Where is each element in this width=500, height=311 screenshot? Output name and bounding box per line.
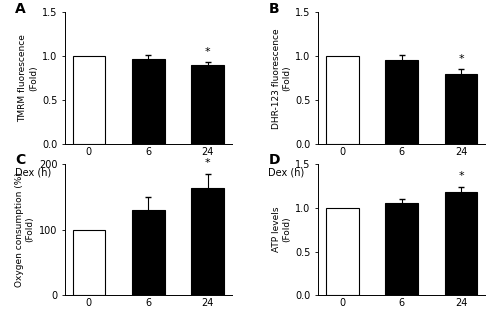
Bar: [444, 74, 478, 144]
Bar: [386, 60, 418, 144]
Text: *: *: [205, 47, 210, 57]
Bar: [72, 230, 106, 295]
Text: D: D: [268, 153, 280, 167]
Y-axis label: ATP levels
(Fold): ATP levels (Fold): [272, 207, 291, 253]
Bar: [192, 188, 224, 295]
Text: *: *: [458, 54, 464, 64]
Text: B: B: [268, 2, 279, 16]
Y-axis label: TMRM fluorescence
(Fold): TMRM fluorescence (Fold): [18, 34, 38, 122]
Text: Dex (h): Dex (h): [268, 168, 304, 178]
Bar: [326, 56, 358, 144]
Y-axis label: Oxygen consumption (%)
(Fold): Oxygen consumption (%) (Fold): [16, 172, 34, 287]
Bar: [132, 58, 164, 144]
Text: *: *: [205, 158, 210, 169]
Text: A: A: [15, 2, 26, 16]
Bar: [72, 56, 106, 144]
Bar: [326, 208, 358, 295]
Bar: [386, 203, 418, 295]
Text: Dex (h): Dex (h): [15, 168, 52, 178]
Bar: [444, 192, 478, 295]
Bar: [132, 210, 164, 295]
Y-axis label: DHR-123 fluorescence
(Fold): DHR-123 fluorescence (Fold): [272, 28, 291, 128]
Text: *: *: [458, 171, 464, 181]
Text: C: C: [15, 153, 26, 167]
Bar: [192, 65, 224, 144]
